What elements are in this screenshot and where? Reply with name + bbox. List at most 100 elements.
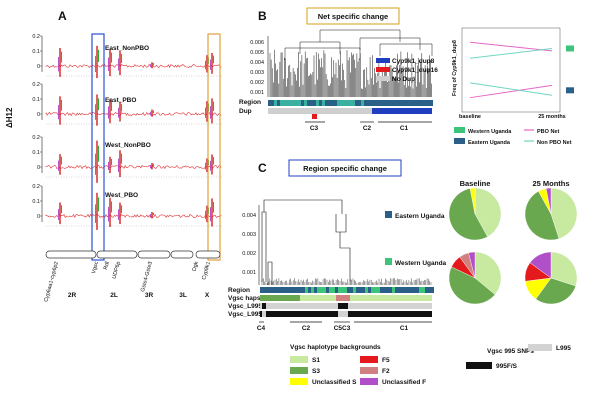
- c-region-cell: [407, 287, 410, 293]
- b-region-cell: [412, 100, 415, 106]
- b-region-cell: [328, 100, 331, 106]
- c-ytick: 0.004: [242, 213, 256, 219]
- hap-swatch-f5: [360, 356, 378, 363]
- c-region-cell: [395, 287, 398, 293]
- b-region-cell: [388, 100, 391, 106]
- c-ytick: 0.002: [242, 251, 256, 257]
- a-ytick: 0: [37, 64, 40, 70]
- legend-dup16: Cyp9k1_dup16: [392, 67, 438, 74]
- b-line-series: [469, 41, 553, 52]
- b-region-cell: [322, 100, 325, 106]
- chrom-x: X: [205, 292, 210, 299]
- c-region-cell: [431, 287, 434, 293]
- c-region-cell: [401, 287, 404, 293]
- hap-label-s1: S1: [312, 357, 320, 364]
- b-region-cell: [364, 100, 367, 106]
- pop-label-west-nonpbo: West_NonPBO: [105, 142, 151, 149]
- c-region-cell: [353, 287, 356, 293]
- c-cluster-c4: C4: [257, 325, 266, 332]
- c-haps-s3: [260, 295, 300, 301]
- b-region-cell: [316, 100, 319, 106]
- chrom-2l: 2L: [110, 292, 118, 299]
- b-line-marker-eastern: [566, 87, 574, 94]
- panel-b-tracks: [268, 100, 433, 123]
- b-region-cell: [274, 100, 277, 106]
- a-ytick: 0.2: [32, 34, 40, 40]
- haplotype-legend: S1 S3 Unclassified S F5 F2 Unclassified …: [290, 356, 426, 386]
- c-region-cell: [302, 287, 305, 293]
- b-region-cell: [352, 100, 355, 106]
- c-region-cell: [314, 287, 317, 293]
- gene-label-dgk: Dgk: [192, 261, 200, 272]
- b-line-series: [469, 84, 553, 99]
- pie-slice: [550, 251, 578, 287]
- panel-b-title-box: [306, 7, 400, 25]
- panel-c-tracks: [259, 287, 434, 323]
- a-ytick: 0.2: [32, 82, 40, 88]
- b-region-cell: [289, 100, 292, 106]
- gene-label-vgsc: Vgsc: [91, 261, 100, 275]
- legend-nodup: No Dup: [392, 76, 415, 83]
- chromosome-ideogram: [45, 250, 221, 259]
- hap-label-s3: S3: [312, 368, 320, 375]
- c-region-cell: [305, 287, 308, 293]
- b-region-cell: [349, 100, 352, 106]
- b-region-cell: [301, 100, 304, 106]
- hap-label-unclassified-s: Unclassified S: [312, 379, 357, 386]
- b-region-cell: [406, 100, 409, 106]
- b-region-cell: [325, 100, 328, 106]
- b-dup-dup16: [312, 114, 317, 119]
- b-region-cell: [403, 100, 406, 106]
- a-ytick: 0.1: [32, 150, 40, 156]
- b-region-cell: [313, 100, 316, 106]
- b-region-cell: [331, 100, 334, 106]
- c-region-cell: [359, 287, 362, 293]
- c-region-cell: [365, 287, 368, 293]
- b-cluster-c2: C2: [363, 125, 372, 132]
- c-track-label-region: Region: [228, 287, 250, 294]
- haplotype-legend-title: Vgsc haplotype backgrounds: [290, 344, 381, 351]
- a-ytick: 0.1: [32, 49, 40, 55]
- panel-c-y-ticks: 0.004 0.003 0.002 0.001: [242, 213, 256, 276]
- b-track-label-region: Region: [239, 99, 261, 106]
- c-merge: [263, 199, 343, 214]
- c-region-cell: [377, 287, 380, 293]
- snp-swatch-995fs: [466, 362, 492, 369]
- b-region-cell: [379, 100, 382, 106]
- c-region-cell: [326, 287, 329, 293]
- gene-label-cyp6: Cyp6aa1-cyp6p2: [43, 261, 60, 303]
- hap-swatch-s1: [290, 356, 308, 363]
- pie-col-title-25months: 25 Months: [532, 179, 569, 188]
- c-region-cell: [323, 287, 326, 293]
- c-cluster-c1: C1: [400, 325, 409, 332]
- gene-label-gste: Gste4-Gste3: [140, 261, 154, 293]
- a-ytick: 0.1: [32, 199, 40, 205]
- panel-a-tracks: [45, 45, 222, 230]
- b-region-cell: [382, 100, 385, 106]
- pie-slice: [545, 187, 552, 215]
- c-region-cell: [320, 287, 323, 293]
- b-region-cell: [340, 100, 343, 106]
- c-merge: [339, 232, 351, 282]
- c-region-cell: [299, 287, 302, 293]
- panel-c-title-box: [288, 159, 402, 177]
- legend-pbo-net: PBO Net: [537, 129, 559, 135]
- b-region-cell: [394, 100, 397, 106]
- vgsc-highlight-box: [91, 33, 105, 261]
- cyp9k1-highlight-box: [207, 33, 221, 261]
- b-region-cell: [277, 100, 280, 106]
- b-ytick: 0.002: [250, 80, 264, 86]
- c-region-cell: [389, 287, 392, 293]
- chrom-2r: 2R: [68, 292, 77, 299]
- gene-label-udp: UDP6p: [112, 261, 122, 280]
- legend-swatch-western-c: [385, 258, 392, 265]
- c-region-cell: [281, 287, 284, 293]
- b-region-cell: [268, 100, 271, 106]
- legend-swatch-dup16: [376, 67, 390, 72]
- b-region-cell: [280, 100, 283, 106]
- b-region-cell: [370, 100, 373, 106]
- snp-swatch-l995: [528, 344, 552, 351]
- c-cluster-c2: C2: [302, 325, 311, 332]
- c-region-cell: [428, 287, 431, 293]
- legend-dup8: Cyp9k1_dup8: [392, 58, 435, 65]
